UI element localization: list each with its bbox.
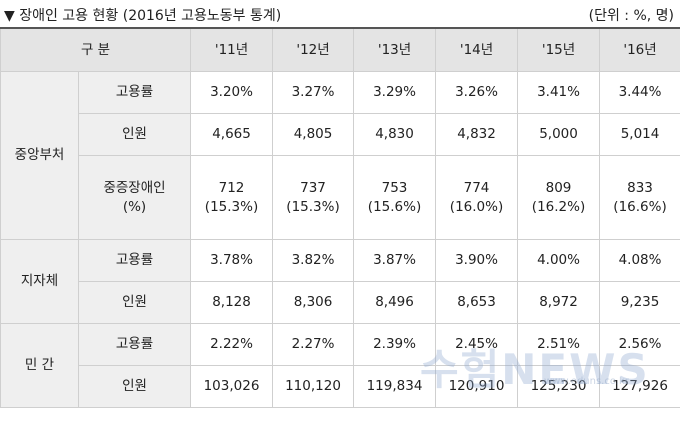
table-cell: 3.44% bbox=[599, 71, 680, 114]
row-item-label: 중증장애인 (%) bbox=[77, 155, 192, 240]
group-label-private: 민 간 bbox=[0, 323, 79, 408]
table-cell: 3.41% bbox=[517, 71, 601, 114]
row-item-label: 고용률 bbox=[77, 71, 192, 114]
table-cell: 737 (15.3%) bbox=[272, 155, 355, 240]
table-row: 인원 4,665 4,805 4,830 4,832 5,000 5,014 bbox=[1, 113, 680, 156]
table-row: 지자체 고용률 3.78% 3.82% 3.87% 3.90% 4.00% 4.… bbox=[0, 239, 680, 324]
table-cell: 2.22% bbox=[190, 323, 274, 366]
table-title: ▼ 장애인 고용 현황 (2016년 고용노동부 통계) bbox=[4, 8, 282, 24]
table-cell: 103,026 bbox=[190, 365, 274, 408]
table-cell: 753 (15.6%) bbox=[353, 155, 437, 240]
table-row: 민 간 고용률 2.22% 2.27% 2.39% 2.45% 2.51% 2.… bbox=[0, 323, 680, 408]
table-cell: 4,830 bbox=[353, 113, 437, 156]
table-cell: 4,805 bbox=[272, 113, 355, 156]
news-watermark: 수험NEWS www.eduns.co.kr bbox=[420, 336, 660, 406]
table-cell: 2.39% bbox=[353, 323, 437, 366]
table-cell: 4,832 bbox=[435, 113, 519, 156]
table-cell: 125,230 bbox=[517, 365, 601, 408]
table-cell: 4.00% bbox=[517, 239, 601, 282]
table-row: 인원 8,128 8,306 8,496 8,653 8,972 9,235 bbox=[1, 281, 680, 324]
table-row: 중앙부처 고용률 3.20% 3.27% 3.29% 3.26% 3.41% 3… bbox=[0, 71, 680, 240]
table-cell: 2.51% bbox=[517, 323, 601, 366]
table-cell: 3.26% bbox=[435, 71, 519, 114]
header-category: 구 분 bbox=[0, 27, 192, 72]
table-cell: 110,120 bbox=[272, 365, 355, 408]
table-cell: 3.82% bbox=[272, 239, 355, 282]
header-year: '15년 bbox=[517, 27, 601, 72]
table-cell: 5,000 bbox=[517, 113, 601, 156]
header-year: '13년 bbox=[353, 27, 437, 72]
table-row: 중증장애인 (%) 712 (15.3%) 737 (15.3%) 753 (15.6%… bbox=[1, 155, 680, 240]
table-cell: 3.27% bbox=[272, 71, 355, 114]
table-cell: 8,306 bbox=[272, 281, 355, 324]
table-cell: 8,972 bbox=[517, 281, 601, 324]
table-cell: 833 (16.6%) bbox=[599, 155, 680, 240]
unit-label: (단위 : %, 명) bbox=[588, 8, 674, 24]
table-cell: 3.90% bbox=[435, 239, 519, 282]
table-cell: 3.87% bbox=[353, 239, 437, 282]
row-item-label: 고용률 bbox=[77, 323, 192, 366]
header-row: 구 분 '11년 '12년 '13년 '14년 '15년 '16년 bbox=[0, 27, 680, 72]
watermark-url: www.eduns.co.kr bbox=[544, 376, 629, 387]
header-year: '12년 bbox=[272, 27, 355, 72]
table-cell: 3.29% bbox=[353, 71, 437, 114]
table-cell: 809 (16.2%) bbox=[517, 155, 601, 240]
watermark-logo: 수험NEWS bbox=[420, 345, 650, 394]
table-cell: 8,653 bbox=[435, 281, 519, 324]
row-item-label: 고용률 bbox=[77, 239, 192, 282]
row-item-label: 인원 bbox=[77, 281, 192, 324]
table-cell: 774 (16.0%) bbox=[435, 155, 519, 240]
table-cell: 712 (15.3%) bbox=[190, 155, 274, 240]
table-cell: 120,910 bbox=[435, 365, 519, 408]
table-cell: 5,014 bbox=[599, 113, 680, 156]
header-year: '11년 bbox=[190, 27, 274, 72]
table-cell: 4,665 bbox=[190, 113, 274, 156]
table-cell: 4.08% bbox=[599, 239, 680, 282]
group-label-local: 지자체 bbox=[0, 239, 79, 324]
row-item-label: 인원 bbox=[77, 113, 192, 156]
table-cell: 2.27% bbox=[272, 323, 355, 366]
table-cell: 8,128 bbox=[190, 281, 274, 324]
table-cell: 3.78% bbox=[190, 239, 274, 282]
header-year: '14년 bbox=[435, 27, 519, 72]
table-caption: ▼ 장애인 고용 현황 (2016년 고용노동부 통계) (단위 : %, 명) bbox=[0, 0, 680, 27]
header-year: '16년 bbox=[599, 27, 680, 72]
group-label-central: 중앙부처 bbox=[0, 71, 79, 240]
employment-table: 구 분 '11년 '12년 '13년 '14년 '15년 '16년 중앙부처 고… bbox=[0, 27, 680, 408]
table-row: 인원 103,026 110,120 119,834 120,910 125,2… bbox=[1, 365, 680, 408]
row-item-label: 인원 bbox=[77, 365, 192, 408]
table-cell: 9,235 bbox=[599, 281, 680, 324]
table-cell: 127,926 bbox=[599, 365, 680, 408]
table-cell: 3.20% bbox=[190, 71, 274, 114]
table-cell: 119,834 bbox=[353, 365, 437, 408]
table-cell: 8,496 bbox=[353, 281, 437, 324]
